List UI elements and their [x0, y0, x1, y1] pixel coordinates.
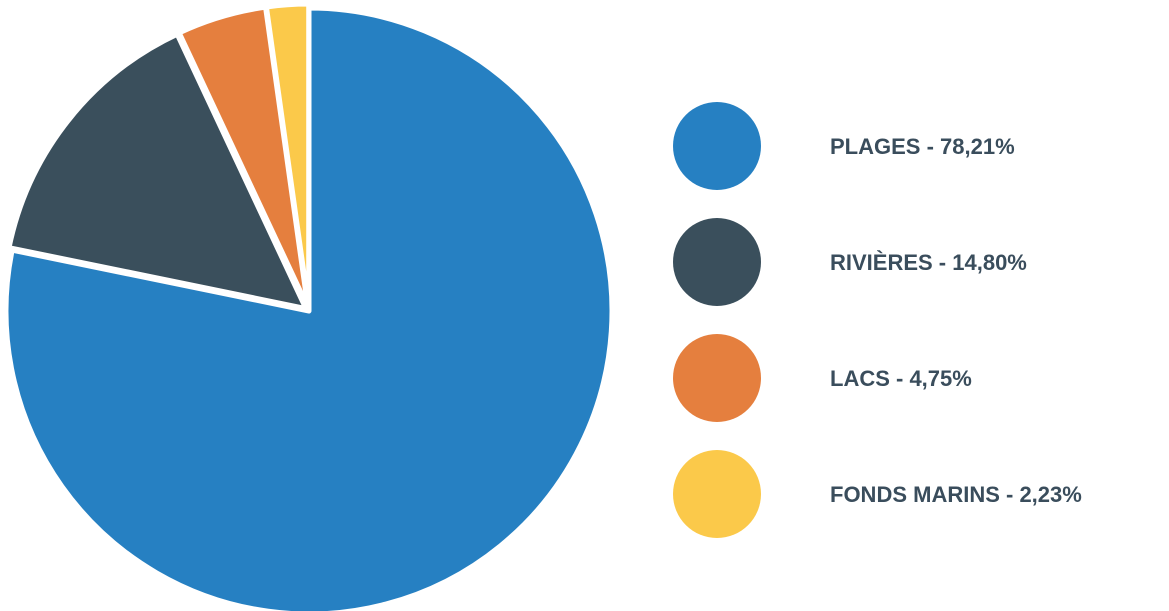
- legend-marker-plages: [673, 102, 761, 190]
- legend-marker-lacs: [673, 334, 761, 422]
- pie-slice-plages: [3, 5, 615, 611]
- pie-slice-rivieres: [6, 31, 309, 312]
- legend-marker-rivieres: [673, 218, 761, 306]
- legend-marker-fonds-marins: [673, 450, 761, 538]
- pie-slice-fonds-marins: [263, 1, 312, 310]
- legend-label-plages: PLAGES - 78,21%: [830, 134, 1015, 159]
- legend-label-rivieres: RIVIÈRES - 14,80%: [830, 250, 1027, 275]
- legend-label-lacs: LACS - 4,75%: [830, 366, 972, 391]
- chart-legend: PLAGES - 78,21% RIVIÈRES - 14,80% LACS - 4…: [673, 102, 1082, 538]
- pie-slices: [3, 1, 615, 611]
- legend-label-fonds-marins: FONDS MARINS - 2,23%: [830, 482, 1082, 507]
